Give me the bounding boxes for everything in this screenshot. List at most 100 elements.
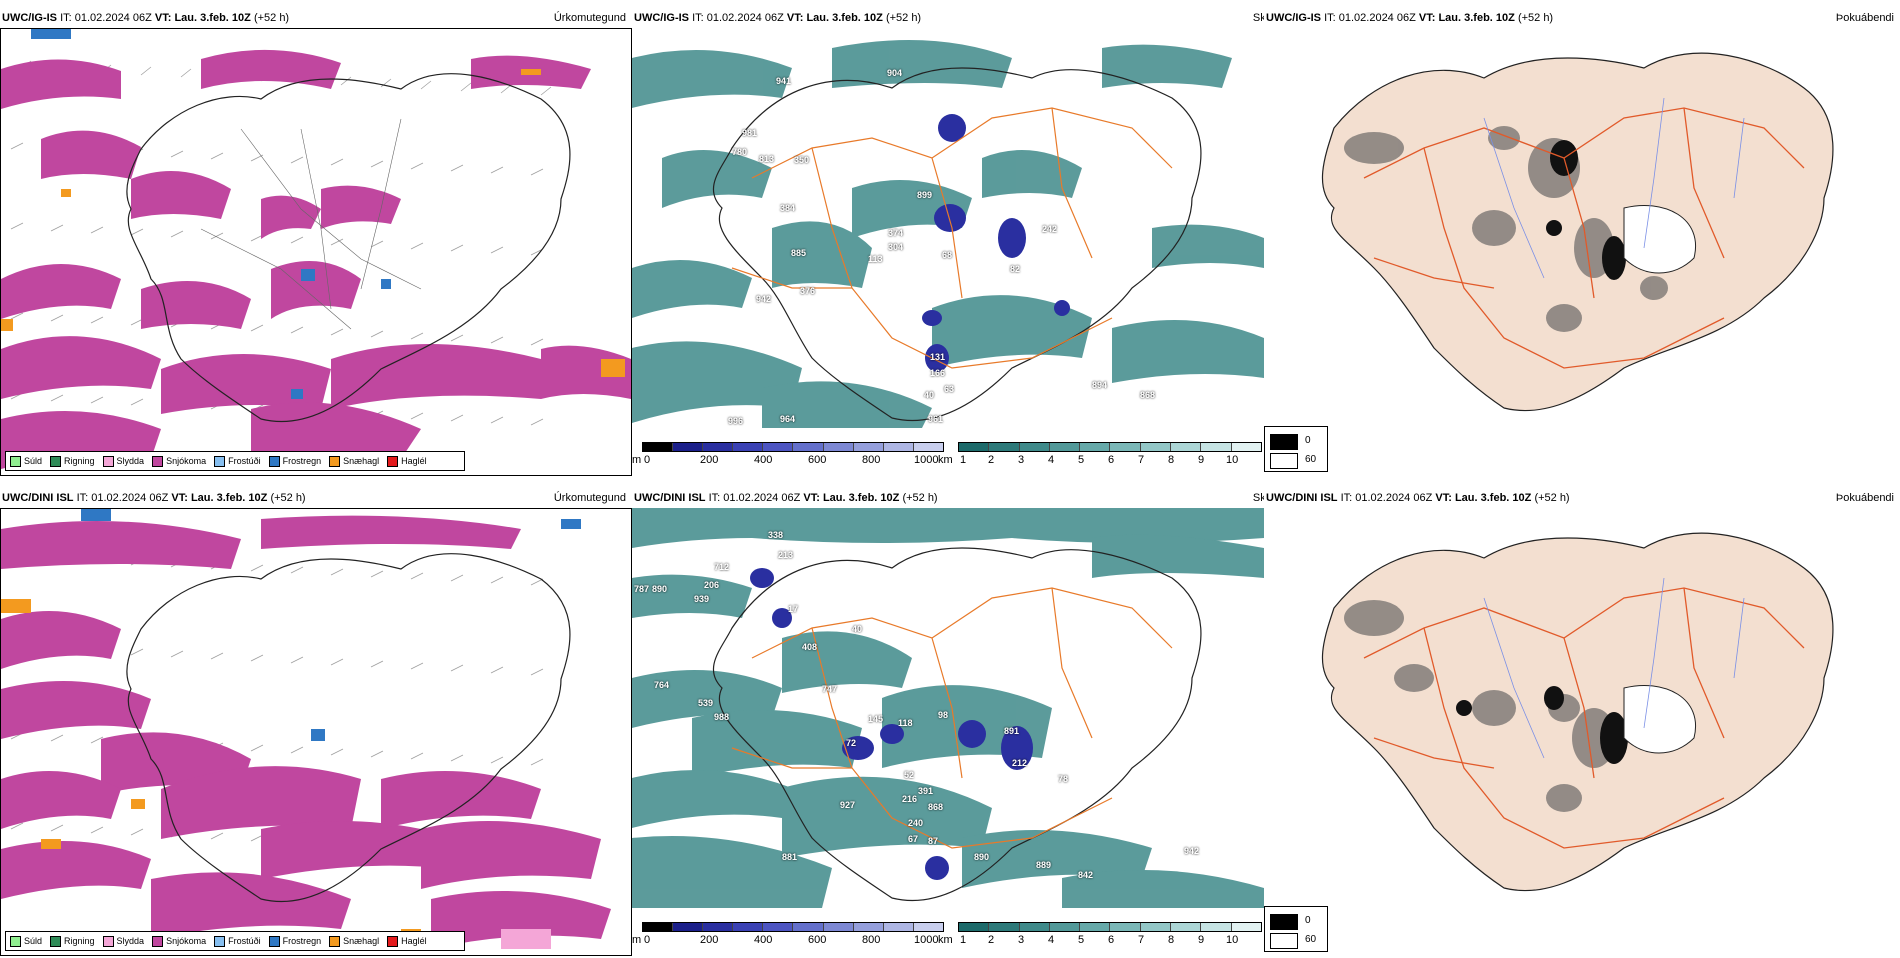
- tick: 0: [644, 454, 651, 466]
- vis-value: 242: [1042, 224, 1058, 234]
- legend-swatch: [268, 455, 280, 467]
- vis-value: 384: [780, 203, 796, 213]
- vis-value: 40: [924, 390, 935, 400]
- tick: 6: [1108, 934, 1115, 946]
- colorbar-segment: [1080, 443, 1111, 451]
- vis-value: 206: [704, 580, 720, 590]
- panel-visibility-ig: UWC/IG-IS IT: 01.02.2024 06Z VT: Lau. 3.…: [632, 12, 1292, 478]
- tick: 200: [700, 934, 719, 946]
- unit-km: km: [938, 454, 953, 466]
- panel-title: UWC/IG-IS IT: 01.02.2024 06Z VT: Lau. 3.…: [634, 12, 922, 24]
- legend-item: Slydda: [102, 935, 144, 947]
- unit-m: m: [632, 454, 642, 466]
- vis-value: 350: [794, 155, 810, 165]
- vis-value: 40: [852, 624, 863, 634]
- visibility-colorbar: m 0 200 400 600 800 1000 km 1 2 3 4 5 6 …: [632, 922, 1264, 952]
- colorbar-segment: [883, 443, 914, 451]
- vis-value: 891: [1004, 726, 1020, 736]
- vis-value: 68: [942, 250, 953, 260]
- fog-map: [1264, 28, 1900, 428]
- panel-fog-ig: UWC/IG-IS IT: 01.02.2024 06Z VT: Lau. 3.…: [1264, 12, 1900, 478]
- panel-title: UWC/DINI ISL IT: 01.02.2024 06Z VT: Lau.…: [2, 492, 306, 504]
- vis-value: 17: [788, 604, 799, 614]
- fog-legend: 0 60: [1264, 906, 1328, 952]
- colorbar-segment: [733, 923, 764, 931]
- vis-value: 890: [974, 852, 990, 862]
- legend-item: Frostúði: [214, 935, 261, 947]
- legend-item: Haglél: [387, 455, 427, 467]
- panel-type-label: Þokuábendi: [1835, 492, 1894, 504]
- panel-type-label: Úrkomutegund: [553, 492, 626, 504]
- legend-swatch: [1270, 933, 1298, 949]
- colorbar-segment: [763, 923, 794, 931]
- colorbar-segment: [1019, 443, 1050, 451]
- vis-value: 78: [1058, 774, 1069, 784]
- vis-value: 780: [732, 147, 748, 157]
- colorbar-segment: [1049, 443, 1081, 451]
- vis-value: 131: [930, 352, 946, 362]
- tick: 600: [808, 454, 827, 466]
- colorbar-segment: [793, 443, 824, 451]
- tick: 0: [644, 934, 651, 946]
- legend-swatch: [152, 935, 164, 947]
- tick: 8: [1168, 934, 1175, 946]
- vis-value: 885: [791, 248, 807, 258]
- fog-legend: 0 60: [1264, 426, 1328, 472]
- vis-value: 52: [904, 770, 915, 780]
- vis-value: 166: [930, 368, 946, 378]
- tick: 10: [1226, 934, 1239, 946]
- precip-type-legend: Súld Rigning Slydda Snjókoma Frostúði Fr…: [5, 931, 465, 951]
- vis-value: 996: [728, 416, 744, 426]
- colorbar-segment: [1171, 923, 1202, 931]
- vis-value: 927: [840, 800, 856, 810]
- colorbar-segment: [913, 443, 943, 451]
- vis-value: 63: [944, 384, 955, 394]
- vis-value: 961: [928, 414, 944, 424]
- vis-value: 240: [908, 818, 924, 828]
- colorbar-segment: [1140, 923, 1172, 931]
- visibility-colorbar: m 0 200 400 600 800 1000 km 1 2 3 4 5 6 …: [632, 442, 1264, 472]
- tick: 2: [988, 454, 995, 466]
- colorbar-segment: [1231, 443, 1261, 451]
- colorbar-segment: [853, 443, 884, 451]
- tick: 3: [1018, 454, 1025, 466]
- colorbar-segment: [913, 923, 943, 931]
- tick: 1000: [914, 454, 939, 466]
- colorbar-segment: [733, 443, 764, 451]
- tick: 1000: [914, 934, 939, 946]
- vis-value: 118: [898, 718, 913, 728]
- legend-swatch: [50, 455, 62, 467]
- vis-value: 338: [768, 530, 784, 540]
- vis-value: 82: [1010, 264, 1021, 274]
- vis-value: 213: [778, 550, 794, 560]
- legend-item: Rigning: [50, 455, 95, 467]
- panel-title: UWC/IG-IS IT: 01.02.2024 06Z VT: Lau. 3.…: [1266, 12, 1554, 24]
- tick: 9: [1198, 454, 1205, 466]
- precip-type-legend: Súld Rigning Slydda Snjókoma Frostúði Fr…: [5, 451, 465, 471]
- vis-value: 981: [742, 128, 758, 138]
- legend-swatch: [102, 455, 114, 467]
- legend-swatch: [1270, 914, 1298, 930]
- vis-value: 212: [1012, 758, 1028, 768]
- tick: 200: [700, 454, 719, 466]
- tick: 2: [988, 934, 995, 946]
- tick: 1: [960, 934, 967, 946]
- colorbar-segment: [763, 443, 794, 451]
- colorbar-segment: [1231, 923, 1261, 931]
- panel-title: UWC/IG-IS IT: 01.02.2024 06Z VT: Lau. 3.…: [2, 12, 290, 24]
- visibility-map: 338 213 712 206 939 787 890 17 408 40 74…: [632, 508, 1264, 908]
- colorbar-segment: [1201, 443, 1232, 451]
- vis-value: 868: [928, 802, 944, 812]
- tick: 9: [1198, 934, 1205, 946]
- colorbar-segment: [883, 923, 914, 931]
- panel-title: UWC/DINI ISL IT: 01.02.2024 06Z VT: Lau.…: [634, 492, 938, 504]
- tick: 600: [808, 934, 827, 946]
- vis-value: 408: [802, 642, 818, 652]
- legend-swatch: [329, 455, 341, 467]
- vis-value: 899: [917, 190, 933, 200]
- vis-value: 988: [714, 712, 730, 722]
- legend-item: Súld: [10, 935, 42, 947]
- vis-value: 813: [759, 154, 775, 164]
- panel-type-label: Þokuábendi: [1835, 12, 1894, 24]
- vis-value: 376: [800, 286, 816, 296]
